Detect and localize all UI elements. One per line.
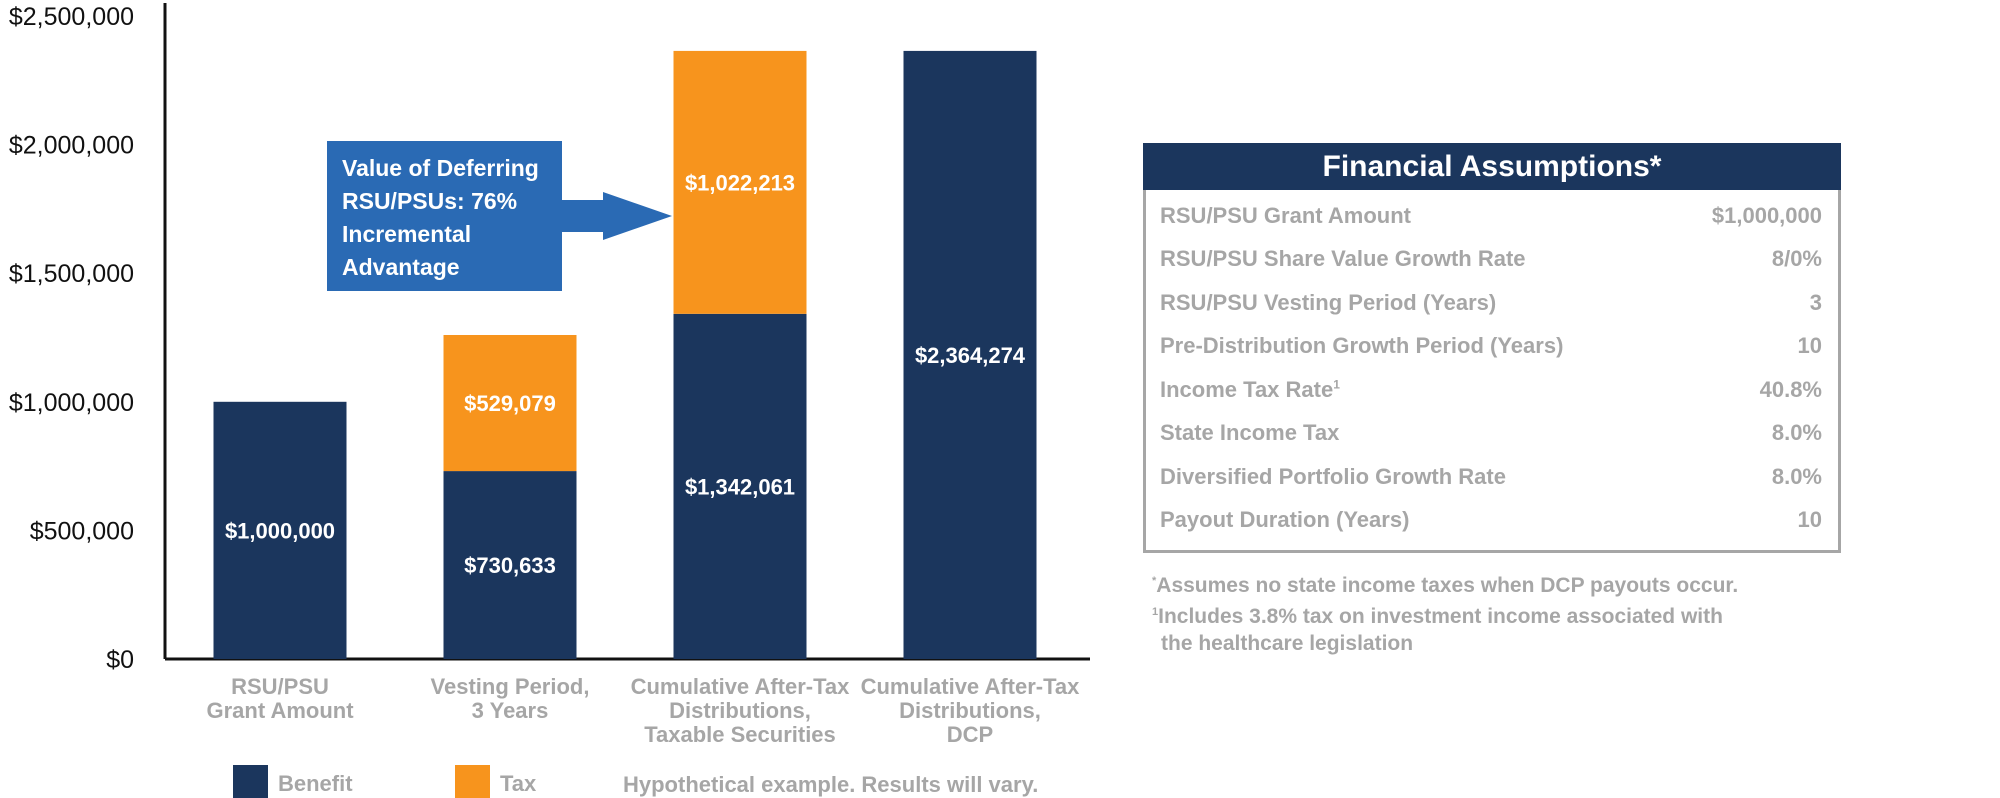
callout-text-line: Incremental <box>342 221 471 247</box>
assumption-label: Income Tax Rate1 <box>1160 377 1340 403</box>
assumption-label: Diversified Portfolio Growth Rate <box>1160 464 1506 490</box>
callout-text-line: RSU/PSUs: 76% <box>342 188 517 214</box>
assumptions-rows: RSU/PSU Grant Amount $1,000,000 RSU/PSU Sh… <box>1146 190 1838 542</box>
assumption-row: RSU/PSU Grant Amount $1,000,000 <box>1160 194 1822 238</box>
assumptions-title: Financial Assumptions* <box>1143 143 1841 190</box>
x-category-label: Cumulative After-Tax <box>861 674 1081 699</box>
assumption-row: Pre-Distribution Growth Period (Years) 10 <box>1160 325 1822 369</box>
x-category-label: RSU/PSU <box>231 674 329 699</box>
assumption-value: 10 <box>1797 507 1822 533</box>
footnote-2: 1Includes 3.8% tax on investment income … <box>1152 599 1852 630</box>
assumption-value: 8/0% <box>1771 246 1822 272</box>
bar-data-label: $1,342,061 <box>685 474 795 499</box>
assumption-row: RSU/PSU Vesting Period (Years) 3 <box>1160 281 1822 325</box>
assumption-label-footnote-mark: 1 <box>1333 377 1340 392</box>
assumption-value: 10 <box>1797 333 1822 359</box>
callout-text-line: Value of Deferring <box>342 155 539 181</box>
bar-data-label: $1,022,213 <box>685 170 795 195</box>
assumption-label-text: State Income Tax <box>1160 420 1340 446</box>
bar-segment-benefit <box>903 50 1037 659</box>
legend-label: Tax <box>500 771 537 796</box>
bar-data-label: $2,364,274 <box>915 343 1026 368</box>
footnotes: *Assumes no state income taxes when DCP … <box>1152 568 1852 657</box>
bar-segment-tax <box>673 50 807 314</box>
callout-text-line: Advantage <box>342 254 460 280</box>
assumption-value: 3 <box>1809 289 1822 315</box>
x-category-label: Distributions, <box>899 698 1041 723</box>
assumption-label: RSU/PSU Share Value Growth Rate <box>1160 246 1526 272</box>
assumption-row: Income Tax Rate1 40.8% <box>1160 368 1822 412</box>
x-category-label: Cumulative After-Tax <box>631 674 851 699</box>
y-tick-label: $2,500,000 <box>9 3 134 31</box>
bar-data-label: $529,079 <box>464 391 556 416</box>
assumption-value: 40.8% <box>1759 376 1822 402</box>
assumption-row: State Income Tax 8.0% <box>1160 412 1822 456</box>
callout-arrow <box>562 192 672 240</box>
bar-segment-tax <box>443 335 577 472</box>
assumption-label-text: RSU/PSU Grant Amount <box>1160 202 1411 228</box>
assumption-value: $1,000,000 <box>1711 202 1822 228</box>
assumption-label-text: Income Tax Rate <box>1160 376 1334 402</box>
y-tick-label: $0 <box>106 646 134 674</box>
legend-swatch-tax <box>455 765 490 798</box>
assumption-label: State Income Tax <box>1160 420 1339 446</box>
assumption-value: 8.0% <box>1771 420 1822 446</box>
assumption-label: RSU/PSU Vesting Period (Years) <box>1160 290 1496 316</box>
bar-data-label: $730,633 <box>464 553 556 578</box>
bar-data-label: $1,000,000 <box>225 518 335 543</box>
assumption-label: Pre-Distribution Growth Period (Years) <box>1160 333 1563 359</box>
assumption-label-text: RSU/PSU Vesting Period (Years) <box>1160 289 1497 315</box>
assumption-row: Diversified Portfolio Growth Rate 8.0% <box>1160 455 1822 499</box>
assumption-label: RSU/PSU Grant Amount <box>1160 203 1411 229</box>
footnote-1: *Assumes no state income taxes when DCP … <box>1152 568 1852 599</box>
bar-segment-benefit <box>213 401 347 659</box>
y-tick-label: $1,500,000 <box>9 260 134 288</box>
assumption-label-text: Diversified Portfolio Growth Rate <box>1160 463 1506 489</box>
legend-swatch-benefit <box>233 765 268 798</box>
assumption-label: Payout Duration (Years) <box>1160 507 1409 533</box>
x-category-label: DCP <box>947 722 993 747</box>
stacked-bar-chart: $0 $500,000 $1,000,000 $1,500,000 $2,000,000… <box>9 3 1090 798</box>
x-category-label: Grant Amount <box>206 698 354 723</box>
footnote-2-continued: the healthcare legislation <box>1161 632 1414 655</box>
y-tick-label: $2,000,000 <box>9 132 134 160</box>
x-category-label: Taxable Securities <box>644 722 836 747</box>
bar-segment-benefit <box>673 313 807 659</box>
assumption-label-text: Pre-Distribution Growth Period (Years) <box>1160 333 1564 359</box>
legend-label: Benefit <box>278 771 353 796</box>
assumption-label-text: RSU/PSU Share Value Growth Rate <box>1160 246 1526 272</box>
footnote-1-text: Assumes no state income taxes when DCP p… <box>1156 574 1739 597</box>
callout-box <box>327 141 562 291</box>
x-category-label: 3 Years <box>472 698 549 723</box>
assumption-row: Payout Duration (Years) 10 <box>1160 499 1822 543</box>
y-tick-label: $500,000 <box>30 517 134 545</box>
bar-segment-benefit <box>443 471 577 659</box>
financial-assumptions-table: Financial Assumptions* RSU/PSU Grant Amo… <box>1143 143 1841 553</box>
y-tick-label: $1,000,000 <box>9 389 134 417</box>
footnote-1-mark: * <box>1152 575 1157 587</box>
assumption-value: 8.0% <box>1771 463 1822 489</box>
assumption-label-text: Payout Duration (Years) <box>1160 507 1410 533</box>
chart-footnote: Hypothetical example. Results will vary. <box>623 772 1038 797</box>
footnote-2-text: Includes 3.8% tax on investment income a… <box>1158 605 1723 628</box>
x-category-label: Distributions, <box>669 698 811 723</box>
footnote-2-mark: 1 <box>1152 606 1159 618</box>
x-category-label: Vesting Period, <box>431 674 590 699</box>
assumption-row: RSU/PSU Share Value Growth Rate 8/0% <box>1160 238 1822 282</box>
